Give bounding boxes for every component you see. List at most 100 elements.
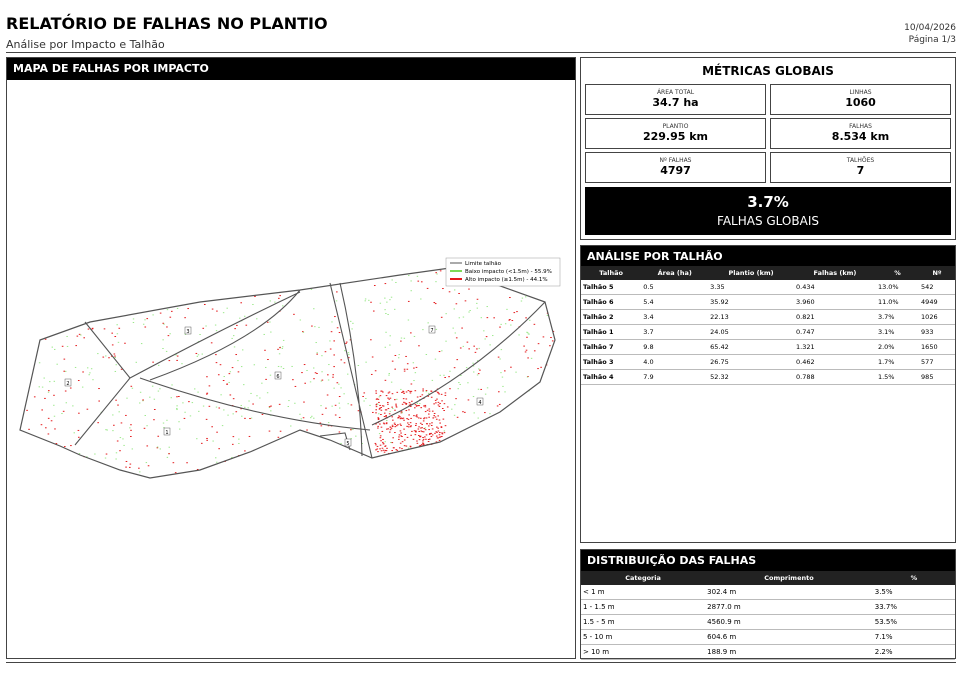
failure-dot (437, 437, 439, 439)
table-row: Talhão 2 3.4 22.13 0.821 3.7% 1026 (581, 309, 955, 325)
legend-entry: Baixo impacto (<1.5m) - 55.9% (465, 269, 552, 275)
failure-dot (311, 415, 313, 417)
failure-dot (382, 443, 385, 445)
failure-dot (328, 364, 330, 366)
failure-dot (157, 390, 160, 392)
failure-dot (423, 428, 426, 430)
table-cell: 1 - 1.5 m (581, 599, 706, 615)
failure-dot (407, 447, 410, 449)
failure-dot (215, 457, 217, 459)
failure-dot (441, 432, 443, 434)
failure-dot (274, 301, 276, 303)
failure-dot (249, 418, 251, 420)
table-cell: 0.5 (641, 280, 709, 295)
failure-dot (334, 414, 337, 416)
failure-dot (411, 400, 413, 402)
failure-dot (412, 362, 415, 364)
failure-dot (476, 374, 479, 376)
failure-dot (281, 347, 284, 349)
metric-label: TALHÕES (846, 157, 875, 164)
failure-dot (329, 348, 332, 350)
failure-dot (387, 313, 389, 315)
failure-dot (259, 397, 261, 399)
field-outline (19, 267, 556, 479)
failure-dot (456, 416, 459, 418)
failure-dot (327, 374, 329, 376)
failure-dot (476, 348, 478, 350)
failure-dot (421, 444, 423, 446)
column-header: Talhão (581, 266, 642, 280)
failure-dot (244, 406, 246, 408)
failure-dot (399, 442, 402, 444)
failure-dot (144, 319, 146, 321)
failure-dot (432, 417, 435, 419)
failure-dot (422, 443, 425, 445)
failure-dot (388, 374, 390, 376)
failure-dot (444, 376, 446, 378)
failure-dot (384, 346, 387, 348)
failure-dot (423, 418, 425, 420)
failure-dot (492, 335, 494, 337)
failure-dot (314, 372, 317, 374)
failure-dot (384, 445, 387, 447)
failure-dot (130, 385, 133, 387)
failure-dot (120, 368, 123, 370)
failure-dot (391, 426, 394, 428)
failure-dot (157, 435, 160, 437)
failure-dot (334, 316, 336, 318)
failure-dot (389, 429, 392, 431)
failure-dot (472, 362, 474, 364)
failure-dot (377, 417, 380, 419)
failure-dot (403, 370, 406, 372)
failure-dot (408, 424, 410, 426)
failure-dot (220, 394, 222, 396)
column-header: Nº (919, 266, 955, 280)
failure-dot (266, 321, 269, 323)
failure-dot (178, 421, 180, 423)
failure-dot (438, 393, 440, 395)
legend-entry: Limite talhão (465, 261, 502, 267)
failure-dot (476, 307, 479, 309)
failure-dot (474, 351, 477, 353)
failure-dot (86, 408, 89, 410)
failure-dot (159, 448, 161, 450)
table-cell: 3.4 (641, 309, 709, 325)
failure-dot (394, 424, 396, 426)
failure-dot (125, 414, 127, 416)
failure-dot (499, 326, 501, 328)
failure-dot (401, 448, 403, 450)
failure-dot (278, 297, 280, 299)
metric-card: PLANTIO 229.95 km (585, 118, 766, 149)
failure-dot (270, 405, 272, 407)
failure-dot (247, 407, 249, 409)
failure-dot (244, 450, 246, 452)
failure-dot (118, 411, 120, 413)
failure-dot (390, 296, 393, 298)
failure-dot (425, 354, 428, 356)
failure-dot (394, 399, 396, 401)
failure-dot (214, 324, 217, 326)
failure-dot (129, 427, 131, 429)
failure-dot (407, 390, 410, 392)
failure-dot (352, 429, 354, 431)
failure-dot (419, 422, 422, 424)
failure-dot (250, 392, 252, 394)
failure-dot (431, 434, 434, 436)
failure-dot (340, 359, 343, 361)
failure-dot (162, 348, 164, 350)
table-cell: 3.1% (875, 324, 920, 340)
failure-dot (391, 450, 393, 452)
plot-label: 4 (478, 400, 481, 406)
failure-dot (231, 337, 233, 339)
failure-dot (347, 357, 350, 359)
failure-dot (428, 416, 430, 418)
failure-dot (379, 404, 381, 406)
failure-dot (347, 352, 350, 354)
failure-dot (163, 323, 165, 325)
failure-dot (374, 370, 377, 372)
failure-dot (124, 342, 126, 344)
failure-dot (345, 342, 347, 344)
failure-dot (381, 447, 384, 449)
failure-dot (176, 355, 179, 357)
failure-dot (416, 405, 418, 407)
